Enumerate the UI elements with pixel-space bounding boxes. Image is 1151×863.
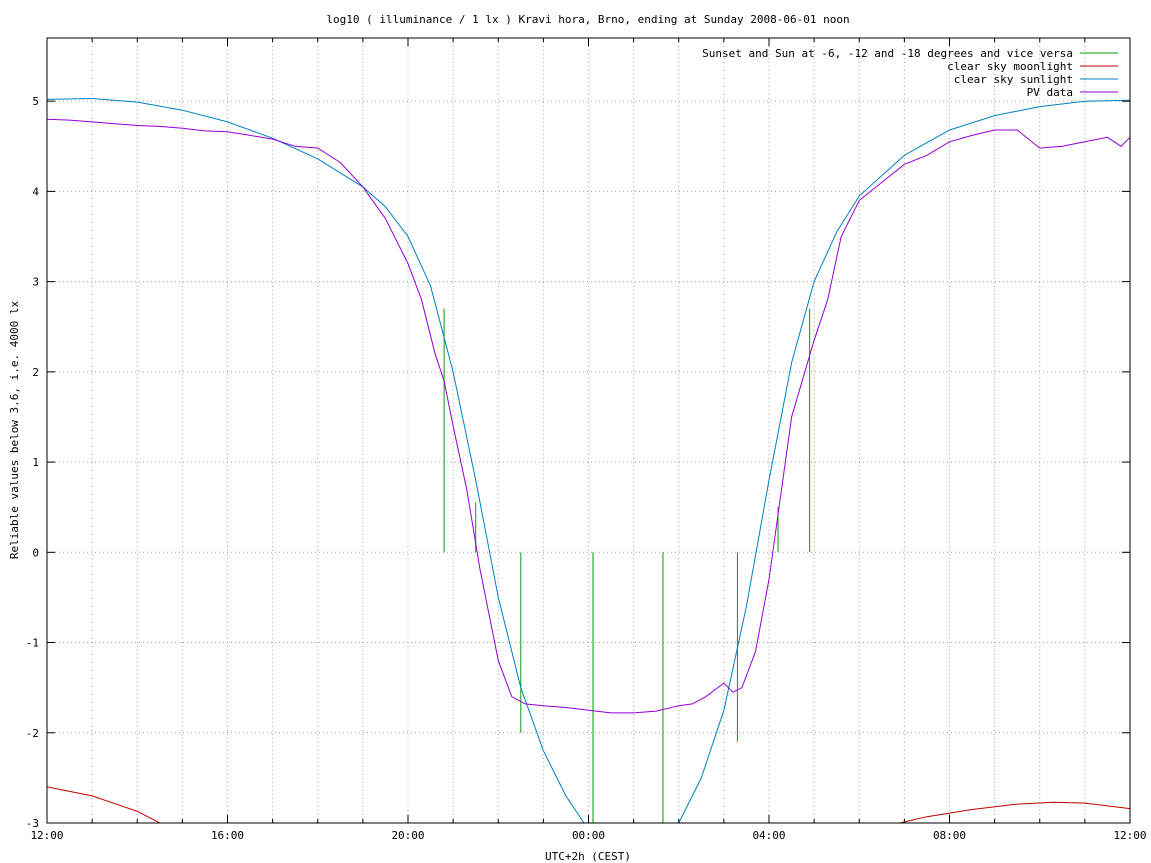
x-tick-label: 08:00 bbox=[933, 829, 966, 842]
x-tick-label: 16:00 bbox=[211, 829, 244, 842]
y-tick-label: 5 bbox=[32, 95, 39, 108]
y-tick-label: 0 bbox=[32, 546, 39, 559]
x-tick-label: 20:00 bbox=[391, 829, 424, 842]
x-tick-label: 04:00 bbox=[752, 829, 785, 842]
legend: Sunset and Sun at -6, -12 and -18 degree… bbox=[702, 47, 1118, 99]
axis-ticks: 12:00 16:00 20:00 00:00 04:00 08:00 12:00 5 4 3 2 1… bbox=[26, 38, 1147, 842]
y-tick-label: -1 bbox=[26, 637, 39, 650]
grid bbox=[47, 38, 1130, 823]
y-tick-label: 3 bbox=[32, 276, 39, 289]
legend-label: clear sky sunlight bbox=[954, 73, 1073, 86]
series-line-2 bbox=[47, 97, 1130, 823]
y-tick-label: -3 bbox=[26, 817, 39, 830]
x-tick-label: 12:00 bbox=[1113, 829, 1146, 842]
series-line-3 bbox=[47, 118, 1130, 714]
x-tick-label: 00:00 bbox=[572, 829, 605, 842]
chart-title: log10 ( illuminance / 1 lx ) Kravi hora,… bbox=[326, 13, 849, 26]
y-tick-label: 4 bbox=[32, 185, 39, 198]
series-layer bbox=[47, 97, 1130, 823]
x-tick-label: 12:00 bbox=[30, 829, 63, 842]
legend-label: clear sky moonlight bbox=[947, 60, 1073, 73]
y-axis-label: Reliable values below 3.6, i.e. 4000 lx bbox=[8, 300, 21, 559]
y-tick-label: 2 bbox=[32, 366, 39, 379]
legend-label: PV data bbox=[1027, 86, 1073, 99]
series-line-1 bbox=[47, 786, 1130, 823]
y-tick-label: -2 bbox=[26, 727, 39, 740]
legend-label: Sunset and Sun at -6, -12 and -18 degree… bbox=[702, 47, 1073, 60]
x-axis-label: UTC+2h (CEST) bbox=[545, 850, 631, 863]
y-tick-label: 1 bbox=[32, 456, 39, 469]
